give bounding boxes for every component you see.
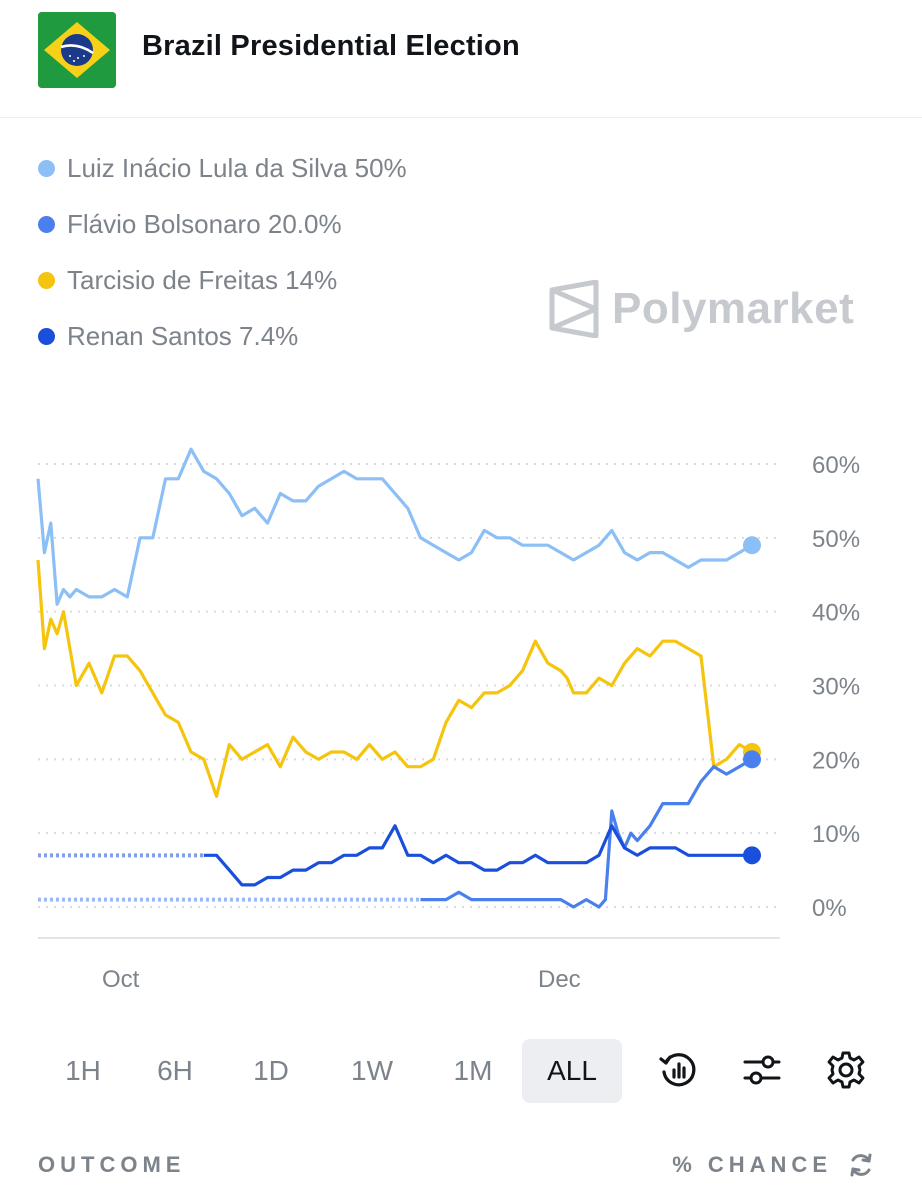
range-6h[interactable]: 6H (157, 1055, 193, 1086)
chance-label: % CHANCE (672, 1152, 832, 1177)
legend-dot-flavio-bolsonaro (38, 215, 55, 233)
legend-label: Tarcisio de Freitas 14% (67, 264, 338, 295)
series-endpoint-luiz-inacio-lula-da-silva[interactable] (743, 536, 761, 555)
refresh-icon[interactable] (848, 1152, 874, 1178)
range-1h[interactable]: 1H (65, 1055, 101, 1086)
range-1m[interactable]: 1M (453, 1055, 493, 1086)
watermark-text: Polymarket (612, 284, 855, 333)
history-chart-icon[interactable] (658, 1050, 698, 1090)
market-header: Brazil Presidential Election (0, 0, 922, 118)
polymarket-logo-icon (549, 280, 599, 338)
legend-dot-tarcisio (38, 271, 55, 289)
legend-label: Luiz Inácio Lula da Silva 50% (67, 152, 407, 183)
legend-dot-renan-santos (38, 327, 55, 345)
x-tick-label-dec: Dec (538, 966, 581, 993)
series-line-renan-santos (203, 824, 752, 887)
legend-item-renan-santos: Renan Santos 7.4% (38, 308, 407, 364)
brazil-flag-icon (38, 12, 116, 88)
y-tick-label: 50% (812, 526, 860, 553)
legend-item-lula: Luiz Inácio Lula da Silva 50% (38, 140, 407, 196)
time-range-selector: 1H 6H 1D 1W 1M ALL (38, 1038, 878, 1104)
y-tick-label: 40% (812, 600, 860, 627)
legend-label: Flávio Bolsonaro 20.0% (67, 208, 342, 239)
sliders-icon[interactable] (742, 1050, 782, 1090)
y-tick-label: 20% (812, 747, 860, 774)
outcome-column-header: OUTCOME (38, 1152, 186, 1177)
legend-dot-lula (38, 159, 55, 177)
x-tick-label-oct: Oct (102, 966, 140, 993)
legend-label: Renan Santos 7.4% (67, 320, 299, 351)
series-line-tarcisio-de-freitas (36, 559, 753, 798)
y-tick-label: 60% (812, 452, 860, 479)
polymarket-watermark: Polymarket (548, 280, 854, 338)
range-1d[interactable]: 1D (253, 1055, 289, 1086)
series-line-luiz-inacio-lula-da-silva (36, 447, 753, 606)
legend-item-flavio-bolsonaro: Flávio Bolsonaro 20.0% (38, 196, 407, 252)
y-tick-label: 0% (812, 895, 847, 922)
series-line-flavio-bolsonaro (420, 757, 753, 909)
y-tick-label: 30% (812, 674, 860, 701)
y-tick-label: 10% (812, 821, 860, 848)
range-all[interactable]: ALL (522, 1039, 622, 1103)
page-title: Brazil Presidential Election (142, 30, 520, 62)
chance-column-header[interactable]: % CHANCE (672, 1152, 874, 1178)
range-1w[interactable]: 1W (351, 1055, 393, 1086)
chart-legend: Luiz Inácio Lula da Silva 50% Flávio Bol… (38, 140, 407, 364)
legend-item-tarcisio: Tarcisio de Freitas 14% (38, 252, 407, 308)
price-chart[interactable]: 60% 50% 40% 30% 20% 10% 0% (0, 420, 922, 960)
gear-icon[interactable] (826, 1050, 866, 1090)
series-endpoint-flavio-bolsonaro[interactable] (743, 750, 761, 769)
series-endpoint-renan-santos[interactable] (743, 846, 761, 865)
